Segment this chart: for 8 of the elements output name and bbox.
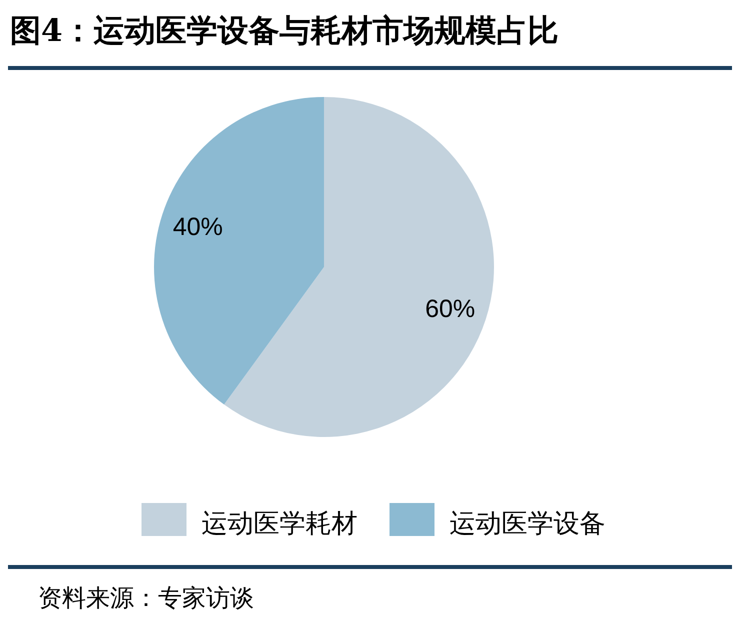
legend-label: 运动医学设备 <box>450 509 606 539</box>
chart-title: 图4：运动医学设备与耗材市场规模占比 <box>10 13 559 49</box>
legend-label: 运动医学耗材 <box>202 509 358 539</box>
data-label: 60% <box>425 294 476 323</box>
pie-slice <box>154 97 324 405</box>
pie-slice <box>224 97 494 437</box>
data-label: 40% <box>172 213 223 242</box>
text: 资料来源：专家访谈 <box>38 584 254 612</box>
